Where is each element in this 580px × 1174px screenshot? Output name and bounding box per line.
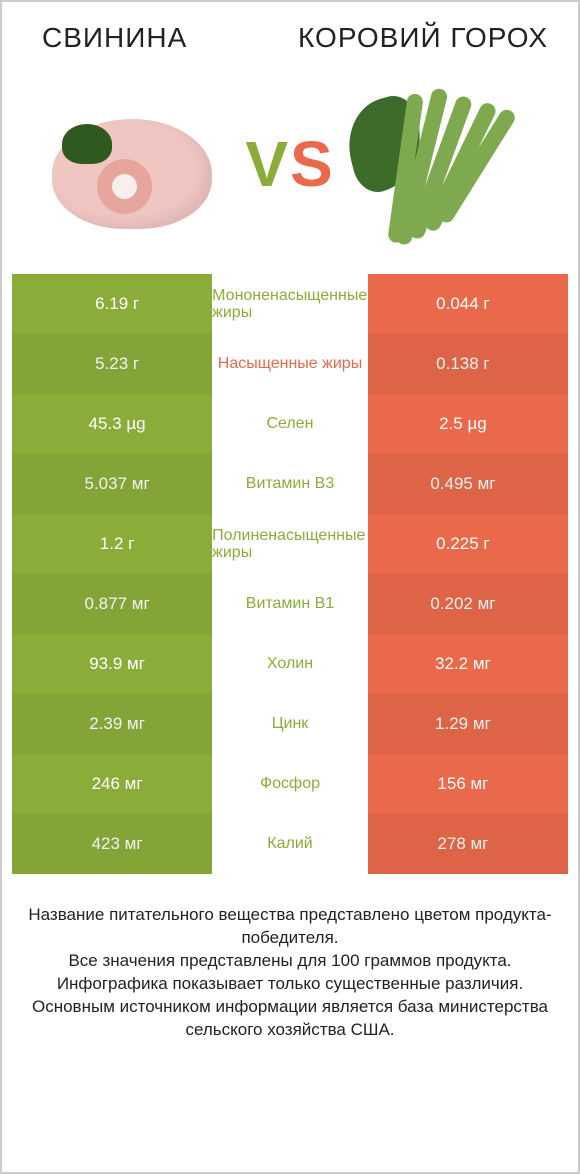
vs-label: VS: [245, 127, 334, 201]
nutrient-label: Селен: [212, 394, 368, 454]
left-value: 423 мг: [12, 814, 212, 874]
table-row: 246 мгФосфор156 мг: [12, 754, 568, 814]
comparison-table: 6.19 гМононенасыщенные жиры0.044 г5.23 г…: [12, 274, 568, 874]
title-right: КОРОВИЙ ГОРОХ: [295, 22, 558, 54]
left-value: 93.9 мг: [12, 634, 212, 694]
table-row: 423 мгКалий278 мг: [12, 814, 568, 874]
vs-v: V: [245, 128, 290, 200]
table-row: 0.877 мгВитамин B10.202 мг: [12, 574, 568, 634]
title-left: СВИНИНА: [22, 22, 295, 54]
nutrient-label: Полиненасыщенные жиры: [212, 514, 368, 574]
right-value: 1.29 мг: [368, 694, 568, 754]
left-value: 5.037 мг: [12, 454, 212, 514]
right-value: 0.044 г: [368, 274, 568, 334]
image-row: VS: [12, 54, 568, 274]
right-value: 0.202 мг: [368, 574, 568, 634]
left-value: 45.3 µg: [12, 394, 212, 454]
table-row: 5.23 гНасыщенные жиры0.138 г: [12, 334, 568, 394]
nutrient-label: Насыщенные жиры: [212, 334, 368, 394]
nutrient-label: Фосфор: [212, 754, 368, 814]
right-value: 156 мг: [368, 754, 568, 814]
cowpea-image: [348, 89, 548, 249]
left-value: 2.39 мг: [12, 694, 212, 754]
left-value: 1.2 г: [12, 514, 212, 574]
infographic-page: СВИНИНА КОРОВИЙ ГОРОХ VS 6.19 гМононенас…: [2, 2, 578, 1172]
table-row: 45.3 µgСелен2.5 µg: [12, 394, 568, 454]
nutrient-label: Витамин B3: [212, 454, 368, 514]
right-value: 278 мг: [368, 814, 568, 874]
right-value: 2.5 µg: [368, 394, 568, 454]
left-value: 5.23 г: [12, 334, 212, 394]
table-row: 5.037 мгВитамин B30.495 мг: [12, 454, 568, 514]
left-value: 6.19 г: [12, 274, 212, 334]
pork-image: [32, 89, 232, 249]
right-value: 32.2 мг: [368, 634, 568, 694]
title-row: СВИНИНА КОРОВИЙ ГОРОХ: [12, 22, 568, 54]
nutrient-label: Витамин B1: [212, 574, 368, 634]
footer: Название питательного вещества представл…: [12, 874, 568, 1172]
table-row: 6.19 гМононенасыщенные жиры0.044 г: [12, 274, 568, 334]
table-row: 93.9 мгХолин32.2 мг: [12, 634, 568, 694]
right-value: 0.495 мг: [368, 454, 568, 514]
vs-s: S: [290, 128, 335, 200]
nutrient-label: Цинк: [212, 694, 368, 754]
footer-text: Название питательного вещества представл…: [27, 904, 553, 1042]
nutrient-label: Холин: [212, 634, 368, 694]
right-value: 0.225 г: [368, 514, 568, 574]
nutrient-label: Калий: [212, 814, 368, 874]
table-row: 1.2 гПолиненасыщенные жиры0.225 г: [12, 514, 568, 574]
right-value: 0.138 г: [368, 334, 568, 394]
left-value: 0.877 мг: [12, 574, 212, 634]
left-value: 246 мг: [12, 754, 212, 814]
nutrient-label: Мононенасыщенные жиры: [212, 274, 368, 334]
table-row: 2.39 мгЦинк1.29 мг: [12, 694, 568, 754]
